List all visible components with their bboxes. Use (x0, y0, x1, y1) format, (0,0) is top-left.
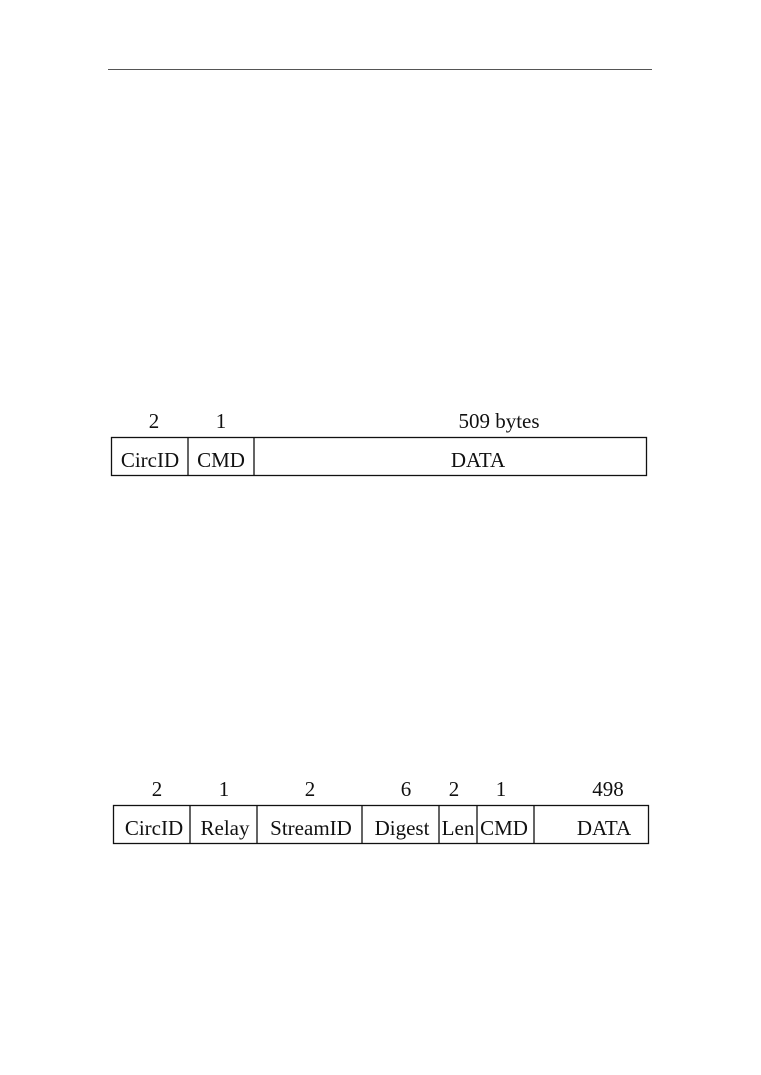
field-circid: CircID (125, 816, 183, 840)
size-label: 1 (219, 777, 230, 801)
field-cmd: CMD (480, 816, 528, 840)
relay-cell-diagram: 2 1 2 6 2 1 498 CircID Relay StreamID Di… (112, 777, 650, 845)
field-circid: CircID (121, 448, 179, 472)
field-digest: Digest (375, 816, 430, 840)
field-streamid: StreamID (270, 816, 352, 840)
field-relay: Relay (201, 816, 250, 840)
size-label: 1 (216, 409, 227, 433)
field-data: DATA (577, 816, 632, 840)
size-label: 1 (496, 777, 507, 801)
field-cmd: CMD (197, 448, 245, 472)
cell-box (110, 436, 648, 477)
size-label: 2 (449, 777, 460, 801)
size-label: 2 (152, 777, 163, 801)
size-label: 2 (149, 409, 160, 433)
field-data: DATA (451, 448, 506, 472)
size-label: 498 (592, 777, 624, 801)
size-label: 6 (401, 777, 412, 801)
field-len: Len (442, 816, 475, 840)
size-label: 509 bytes (458, 409, 539, 433)
relay-cell-box (112, 804, 650, 845)
cell-diagram: 2 1 509 bytes CircID CMD DATA (110, 409, 648, 477)
size-label: 2 (305, 777, 316, 801)
